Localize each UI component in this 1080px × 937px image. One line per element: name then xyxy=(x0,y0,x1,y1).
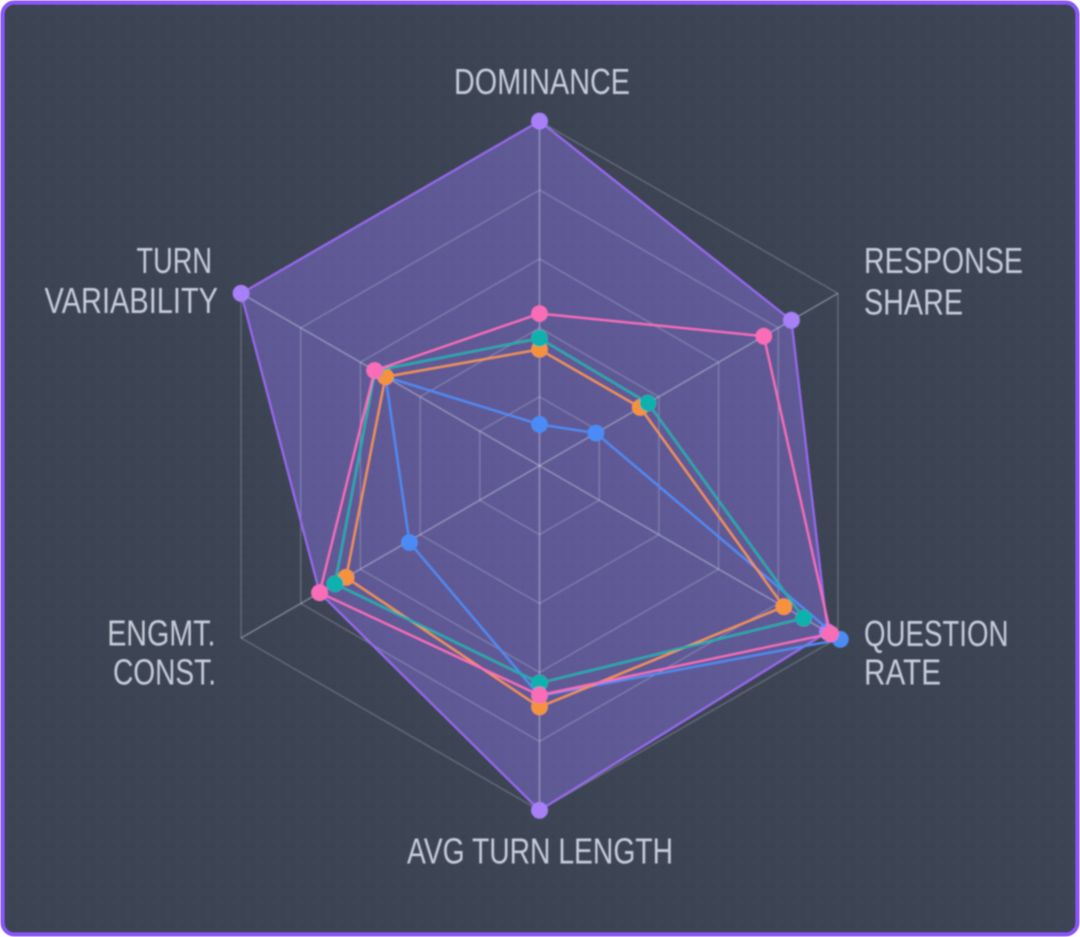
svg-text:SHARE: SHARE xyxy=(864,282,963,323)
svg-text:DOMINANCE: DOMINANCE xyxy=(454,61,630,102)
svg-text:CONST.: CONST. xyxy=(113,651,216,692)
svg-text:ENGMT.: ENGMT. xyxy=(107,612,215,653)
svg-text:AVG TURN LENGTH: AVG TURN LENGTH xyxy=(407,831,673,872)
svg-text:RATE: RATE xyxy=(864,652,941,693)
svg-text:VARIABILITY: VARIABILITY xyxy=(45,280,219,321)
svg-text:RESPONSE: RESPONSE xyxy=(864,240,1023,281)
svg-text:TURN: TURN xyxy=(137,240,213,281)
svg-text:QUESTION: QUESTION xyxy=(864,613,1009,654)
